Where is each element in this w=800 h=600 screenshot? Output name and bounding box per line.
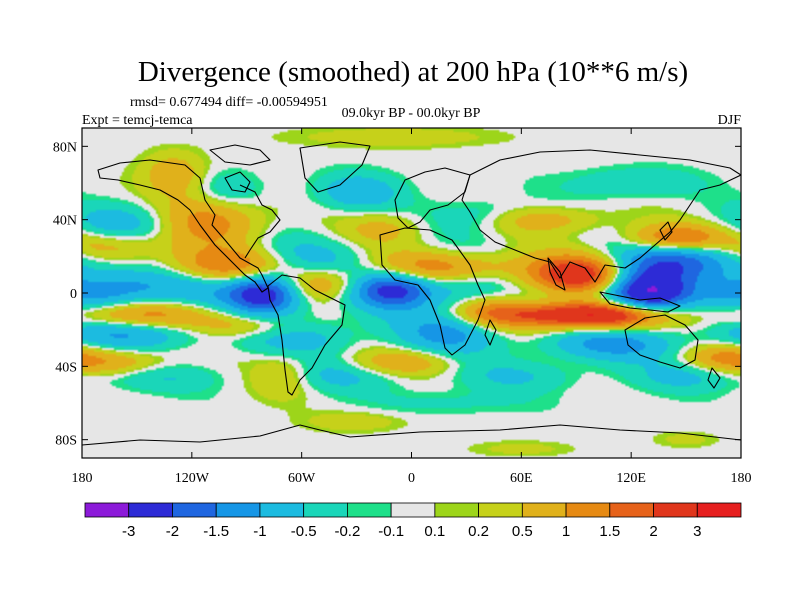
colorbar-label: 3 <box>693 523 701 540</box>
colorbar-label: -1.5 <box>203 523 229 540</box>
colorbar-label: 1.5 <box>599 523 620 540</box>
y-tick-label: 0 <box>70 287 77 302</box>
colorbar-swatch <box>303 502 348 518</box>
colorbar-label: -1 <box>253 523 266 540</box>
colorbar-label: 0.2 <box>468 523 489 540</box>
season-label: DJF <box>718 113 742 128</box>
colorbar-label: -0.5 <box>291 523 317 540</box>
colorbar-label: -3 <box>122 523 135 540</box>
x-tick-label: 60W <box>288 471 316 486</box>
colorbar-label: -0.2 <box>334 523 360 540</box>
experiment-label: Expt = temcj-temca <box>82 113 193 128</box>
y-tick-label: 40N <box>53 214 77 229</box>
x-tick-label: 180 <box>731 471 752 486</box>
coast-australia <box>624 314 699 369</box>
colorbar-swatch <box>259 502 305 518</box>
chart-title: Divergence (smoothed) at 200 hPa (10**6 … <box>138 56 688 88</box>
coast-africa <box>379 227 486 356</box>
coast-arctic-islands <box>209 144 271 166</box>
colorbar-label: 0.1 <box>424 523 445 540</box>
coast-north-america-east <box>239 184 281 259</box>
colorbar-swatch <box>172 502 217 518</box>
coast-south-america <box>267 274 346 396</box>
coast-maritime-continent <box>599 291 681 313</box>
x-tick-label: 120W <box>175 471 210 486</box>
colorbar-swatch <box>346 502 392 518</box>
coast-japan <box>659 221 673 241</box>
coast-hudson-bay <box>224 171 251 193</box>
colorbar-label: 1 <box>562 523 570 540</box>
colorbar-label: 2 <box>649 523 657 540</box>
colorbar-label: 0.5 <box>512 523 533 540</box>
x-axis: 180 120W 60W 0 60E 120E 180 <box>72 128 752 486</box>
colorbar-swatch <box>565 502 611 518</box>
y-axis: 80N 40N 0 40S 80S <box>53 140 741 449</box>
coast-north-america <box>97 159 269 293</box>
coast-antarctica <box>82 424 741 446</box>
colorbar-swatch <box>696 502 742 518</box>
y-tick-label: 80N <box>53 140 77 155</box>
colorbar-swatch <box>521 502 567 518</box>
coast-madagascar <box>484 319 497 346</box>
y-tick-label: 80S <box>55 434 77 449</box>
colorbar-swatch <box>478 502 523 518</box>
coast-greenland <box>299 141 371 193</box>
colorbar: -3 -2 -1.5 -1 -0.5 -0.2 -0.1 0.1 0.2 0.5 1 1.5 2 3 <box>84 502 742 540</box>
x-tick-label: 180 <box>72 471 93 486</box>
colorbar-label: -2 <box>166 523 179 540</box>
period-label: 09.0kyr BP - 00.0kyr BP <box>342 106 481 121</box>
coast-new-zealand <box>707 367 721 389</box>
stats-line: rmsd= 0.677494 diff= -0.00594951 <box>130 95 328 110</box>
x-tick-label: 120E <box>616 471 646 486</box>
x-tick-label: 60E <box>510 471 533 486</box>
colorbar-swatch <box>653 502 698 518</box>
colorbar-swatch <box>434 502 480 518</box>
colorbar-swatch <box>390 502 436 518</box>
colorbar-swatch <box>128 502 173 518</box>
divergence-field <box>82 128 741 458</box>
coastlines <box>82 141 741 446</box>
coast-europe <box>394 167 471 229</box>
colorbar-swatch <box>609 502 654 518</box>
x-tick-label: 0 <box>408 471 415 486</box>
coast-indian-peninsula <box>547 257 566 291</box>
coast-asia <box>461 149 741 283</box>
colorbar-swatch <box>84 502 130 518</box>
colorbar-label: -0.1 <box>378 523 404 540</box>
colorbar-swatch <box>215 502 261 518</box>
y-tick-label: 40S <box>55 360 77 375</box>
